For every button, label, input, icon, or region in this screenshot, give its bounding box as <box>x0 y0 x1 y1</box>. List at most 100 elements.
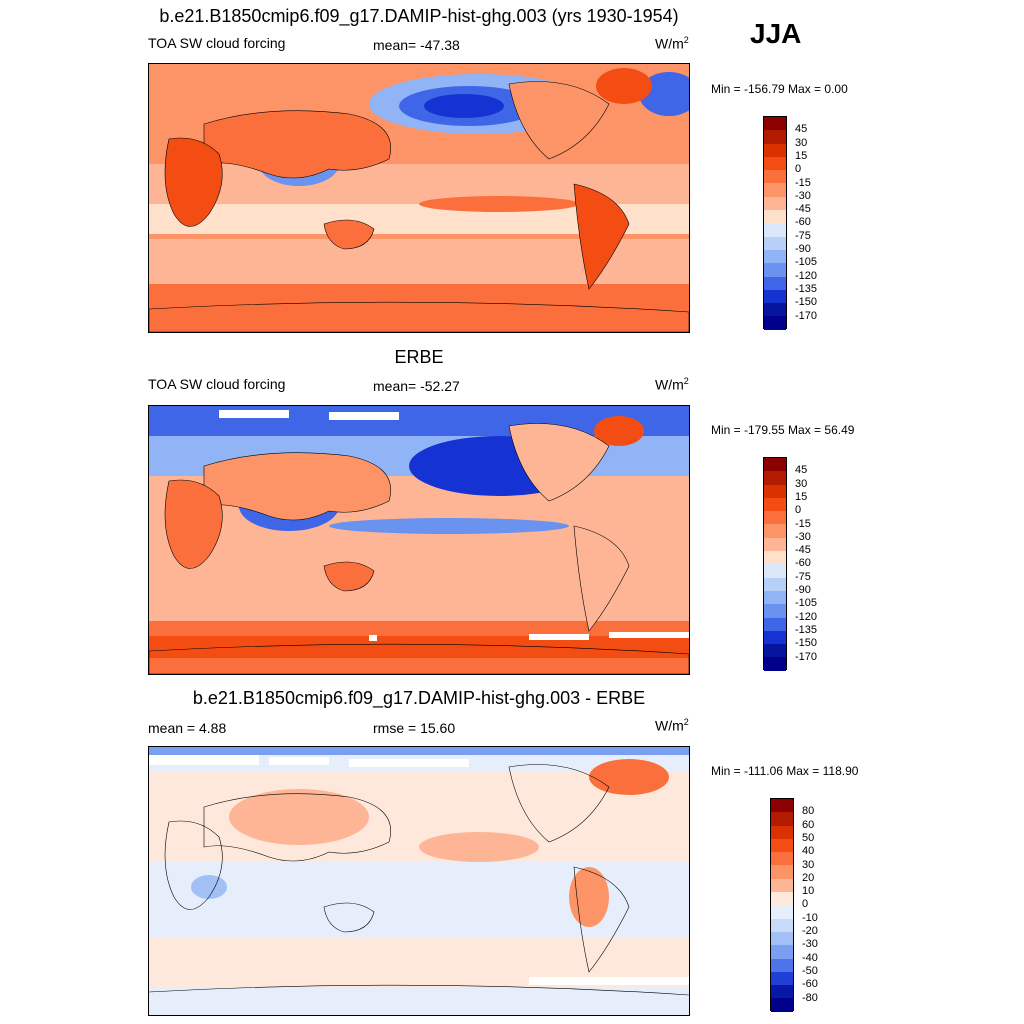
panel-3-rmse: rmse = 15.60 <box>373 720 456 736</box>
colorbar-level-label: 30 <box>802 858 815 871</box>
colorbar-level-label: 45 <box>795 123 808 136</box>
colorbar-swatch <box>771 905 793 919</box>
colorbar-swatch <box>764 183 786 197</box>
colorbar-swatch <box>771 918 793 932</box>
season-label: JJA <box>750 18 802 49</box>
colorbar-level-label: 50 <box>802 831 815 844</box>
colorbar-swatches <box>763 457 787 671</box>
colorbar-swatch <box>764 117 786 131</box>
colorbar-level-label: -170 <box>795 309 818 322</box>
colorbar-swatch <box>771 852 793 866</box>
colorbar-swatch <box>764 223 786 237</box>
colorbar-swatch <box>771 971 793 986</box>
colorbar-swatch <box>764 316 786 330</box>
colorbar-level-label: -135 <box>795 623 818 636</box>
panel-1-units: W/m2 <box>655 35 689 52</box>
colorbar-swatch <box>764 524 786 538</box>
colorbar-swatch <box>764 276 786 290</box>
panel-2-units: W/m2 <box>655 376 689 393</box>
colorbar-level-label: 40 <box>802 845 815 858</box>
colorbar-level-label: 0 <box>795 163 802 176</box>
colorbar-level-label: -20 <box>802 925 818 937</box>
colorbar-swatch <box>764 130 786 144</box>
colorbar-swatch <box>764 484 786 498</box>
colorbar-swatch <box>764 630 786 645</box>
colorbar-level-label: 60 <box>802 818 815 831</box>
colorbar-level-label: -105 <box>795 597 818 610</box>
colorbar-swatch <box>764 156 786 171</box>
colorbar-level-label: -150 <box>795 296 818 309</box>
colorbar-level-label: -90 <box>795 584 811 596</box>
colorbar-swatch <box>764 497 786 512</box>
colorbar-level-label: 0 <box>795 504 802 517</box>
panel-3-min-max: Min = -111.06 Max = 118.90 <box>711 764 859 778</box>
colorbar-swatch <box>764 590 786 605</box>
colorbar-level-label: -150 <box>795 637 818 650</box>
colorbar-level-label: -170 <box>795 650 818 663</box>
colorbar-swatch <box>771 985 793 999</box>
colorbar-swatch <box>764 604 786 618</box>
panel-2-map <box>148 405 690 675</box>
colorbar-swatch <box>764 263 786 277</box>
colorbar-level-label: -30 <box>795 189 811 202</box>
colorbar-level-label: 80 <box>802 805 815 818</box>
colorbar-level-label: 15 <box>795 490 808 503</box>
colorbar-swatch <box>771 931 793 946</box>
panel-3-mean: mean = 4.88 <box>148 720 227 736</box>
colorbar-swatch <box>764 210 786 224</box>
colorbar-level-label: -75 <box>795 229 811 242</box>
colorbar-level-label: -135 <box>795 282 818 295</box>
panel-1-variable-label: TOA SW cloud forcing <box>148 35 286 51</box>
colorbar-level-label: -45 <box>795 203 811 216</box>
colorbar-swatch <box>764 236 786 250</box>
colorbar-level-label: -30 <box>802 938 818 951</box>
colorbar-level-label: -80 <box>802 991 818 1004</box>
colorbar-swatch <box>771 825 793 839</box>
colorbar-swatch <box>764 511 786 525</box>
colorbar-level-label: -90 <box>795 243 811 255</box>
colorbar-level-label: 0 <box>802 898 809 911</box>
colorbar-swatches <box>770 798 794 1012</box>
colorbar-swatch <box>764 551 786 565</box>
colorbar-level-label: -75 <box>795 570 811 583</box>
colorbar-swatch <box>764 577 786 591</box>
colorbar-swatch <box>771 865 793 879</box>
panel-3-map <box>148 746 690 1016</box>
colorbar-level-label: -45 <box>795 544 811 557</box>
colorbar-level-label: -30 <box>795 530 811 543</box>
colorbar-swatch <box>764 564 786 578</box>
colorbar-level-label: 45 <box>795 464 808 477</box>
colorbar-level-label: -60 <box>795 557 811 570</box>
colorbar-swatch <box>764 196 786 211</box>
colorbar-level-label: -40 <box>802 951 818 964</box>
panel-1-map <box>148 63 690 333</box>
colorbar-swatch <box>771 998 793 1012</box>
panel-1-min-max: Min = -156.79 Max = 0.00 <box>711 82 848 96</box>
colorbar-level-label: -15 <box>795 176 811 189</box>
colorbar-swatch <box>771 812 793 826</box>
colorbar-swatches <box>763 116 787 330</box>
colorbar-swatch <box>771 958 793 972</box>
colorbar-swatch <box>764 537 786 552</box>
panel-2-title: ERBE <box>394 347 444 367</box>
colorbar-swatch <box>764 657 786 671</box>
colorbar-swatch <box>764 289 786 304</box>
colorbar-level-label: -105 <box>795 256 818 269</box>
colorbar-level-label: -120 <box>795 610 818 623</box>
colorbar-level-label: 15 <box>795 149 808 162</box>
colorbar-level-label: 20 <box>802 871 815 884</box>
colorbar-level-label: -60 <box>795 216 811 229</box>
colorbar-swatch <box>771 892 793 906</box>
colorbar-swatch <box>771 945 793 959</box>
colorbar-swatch <box>764 471 786 485</box>
panel-2-mean: mean= -52.27 <box>373 378 460 394</box>
colorbar-level-label: -60 <box>802 978 818 991</box>
colorbar-swatch <box>764 143 786 157</box>
colorbar-swatch <box>771 838 793 853</box>
colorbar-swatch <box>771 799 793 813</box>
colorbar-level-label: -10 <box>802 911 818 924</box>
colorbar-swatch <box>764 170 786 184</box>
colorbar-swatch <box>764 249 786 264</box>
colorbar-swatch <box>764 458 786 472</box>
colorbar-swatch <box>771 878 793 893</box>
